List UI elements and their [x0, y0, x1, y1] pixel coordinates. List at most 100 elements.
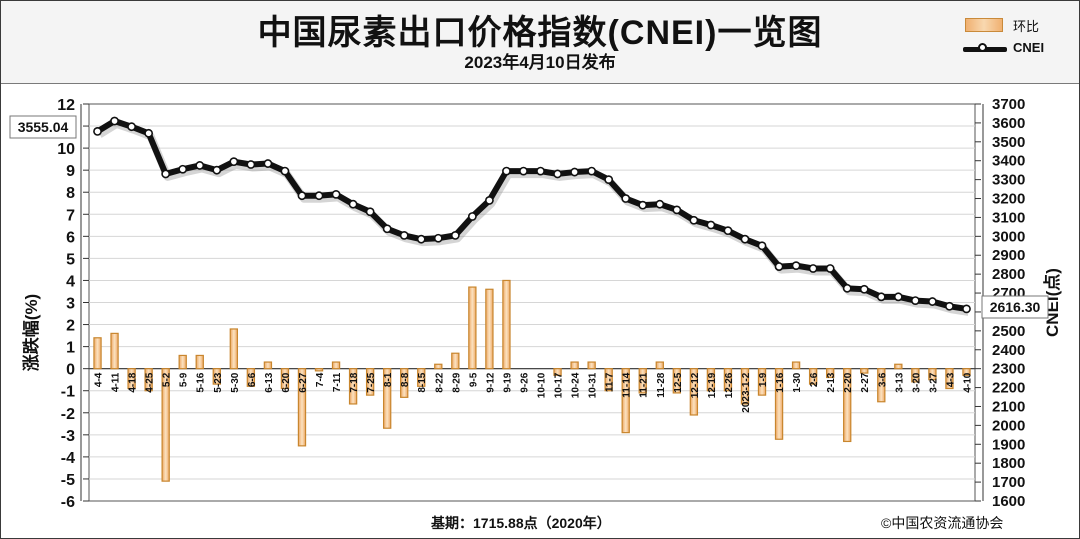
- x-tick-label: 11-28: [656, 372, 667, 397]
- cnei-line: [95, 118, 967, 312]
- y-right-tick-label: 1900: [992, 436, 1025, 453]
- x-tick-label: 4-11: [111, 372, 122, 392]
- y-left-tick-label: 2: [66, 318, 75, 335]
- bar-layer: [93, 279, 971, 482]
- y-left-tick-label: 10: [57, 141, 75, 158]
- x-tick-label: 1-30: [792, 372, 803, 392]
- bar: [553, 368, 562, 376]
- cnei-point: [178, 164, 188, 174]
- y-right-tick-label: 3700: [992, 96, 1025, 113]
- cnei-point: [382, 224, 392, 234]
- bar: [672, 368, 682, 394]
- bar: [365, 368, 375, 396]
- cnei-point: [348, 199, 358, 209]
- x-tick-label: 2-6: [809, 372, 820, 387]
- cnei-point: [910, 296, 920, 306]
- bar: [263, 361, 273, 370]
- cnei-point: [808, 264, 818, 273]
- x-tick-label: 10-24: [571, 372, 582, 398]
- bar: [621, 368, 630, 434]
- cnei-point: [246, 160, 256, 169]
- bar: [962, 368, 971, 376]
- x-tick-label: 5-23: [213, 372, 224, 392]
- cnei-point: [280, 166, 290, 176]
- cnei-point: [536, 166, 545, 176]
- x-tick-label: 8-8: [400, 372, 411, 387]
- x-tick-label: 2-27: [860, 372, 871, 392]
- x-tick-label: 7-18: [349, 372, 360, 392]
- bar: [502, 279, 511, 370]
- x-tick-label: 3-13: [894, 372, 905, 392]
- bar: [894, 363, 903, 370]
- bar: [570, 361, 579, 370]
- bar: [212, 368, 221, 385]
- cnei-point: [467, 212, 477, 221]
- bar: [382, 368, 392, 429]
- grid-layer: [88, 103, 976, 502]
- x-tick-label: 3-27: [928, 372, 939, 392]
- x-tick-label: 7-11: [332, 372, 343, 392]
- x-tick-label: 12-5: [673, 372, 684, 392]
- y-right-tick-label: 2800: [992, 266, 1025, 283]
- x-tick-label: 2-13: [826, 372, 837, 392]
- x-tick-label: 12-19: [707, 372, 718, 398]
- cnei-point: [365, 207, 375, 217]
- cnei-point: [945, 301, 954, 311]
- bar: [485, 288, 494, 370]
- cnei-point: [638, 200, 648, 210]
- bar: [178, 354, 187, 370]
- x-tick-label: 10-10: [537, 372, 548, 398]
- x-tick-label: 3-6: [877, 372, 888, 387]
- cnei-point: [842, 283, 852, 293]
- header-band: [1, 1, 1079, 84]
- chart-subtitle: 2023年4月10日发布: [464, 53, 616, 72]
- legend-bar-swatch: [965, 18, 1003, 32]
- y-right-tick-label: 3200: [992, 191, 1025, 208]
- y-right-tick-label: 2200: [992, 380, 1025, 397]
- bar: [638, 368, 647, 394]
- y-right-tick-label: 3100: [992, 209, 1025, 226]
- x-tick-label: 12-26: [724, 372, 735, 398]
- cnei-point: [621, 194, 631, 203]
- cnei-point: [229, 157, 239, 167]
- y-right-tick-label: 3600: [992, 115, 1025, 132]
- y-left-tick-label: 4: [66, 273, 75, 290]
- x-tick-label: 5-9: [179, 372, 190, 387]
- x-tick-label: 5-30: [230, 372, 241, 392]
- last-value-label-box: [981, 295, 1049, 319]
- legend-bar-label: 环比: [1013, 19, 1040, 34]
- y-right-tick-label: 1800: [992, 455, 1025, 472]
- cnei-point: [723, 226, 733, 236]
- y-left-tick-label: 0: [66, 362, 75, 379]
- x-tick-label: 9-26: [519, 372, 530, 392]
- bar: [434, 363, 443, 370]
- cnei-point: [928, 297, 937, 306]
- bar: [928, 368, 937, 381]
- bar: [280, 368, 290, 390]
- y-left-tick-label: 12: [57, 97, 75, 114]
- cnei-point: [757, 241, 767, 251]
- cnei-point: [297, 191, 307, 201]
- x-tick-label: 8-1: [383, 372, 394, 387]
- cnei-point: [485, 196, 494, 205]
- y-right-tick-label: 2300: [992, 361, 1025, 378]
- x-tick-label: 12-12: [690, 372, 701, 398]
- bar: [945, 368, 954, 390]
- last-value-label: 2616.30: [990, 299, 1041, 315]
- y-right-tick-label: 3500: [992, 134, 1025, 151]
- x-tick-label: 8-22: [434, 372, 445, 392]
- cnei-point: [450, 230, 460, 240]
- cnei-point: [570, 167, 579, 177]
- x-tick-label: 7-4: [315, 372, 326, 387]
- x-tick-label: 1-9: [758, 372, 769, 387]
- cnei-point: [740, 234, 750, 244]
- first-value-label: 3555.04: [18, 119, 69, 135]
- cnei-point: [195, 161, 205, 170]
- cnei-point: [962, 304, 971, 314]
- bar: [161, 368, 170, 482]
- cnei-point: [655, 199, 665, 209]
- cnei-point: [859, 284, 869, 294]
- y-left-tick-label: -2: [61, 406, 75, 423]
- cnei-point: [791, 261, 801, 271]
